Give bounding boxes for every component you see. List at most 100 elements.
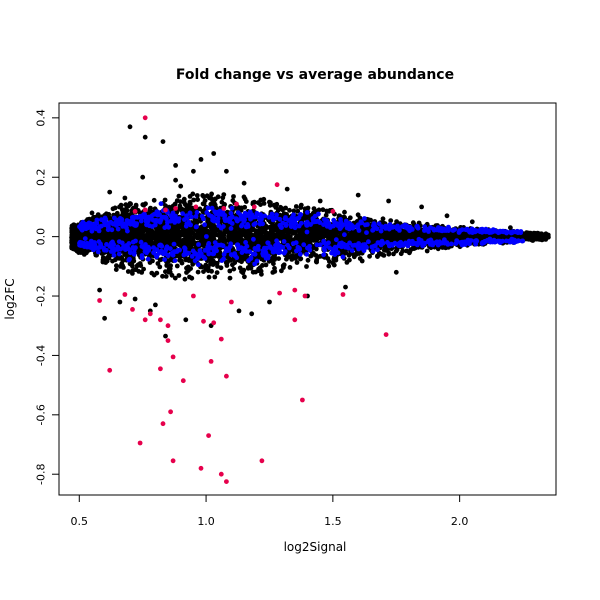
data-point: [253, 269, 258, 275]
data-point: [239, 269, 244, 274]
data-point: [179, 232, 185, 238]
data-point: [407, 250, 412, 256]
data-point: [305, 257, 311, 263]
data-point: [81, 232, 87, 237]
data-point: [347, 215, 353, 221]
data-point: [310, 250, 316, 256]
data-point: [215, 264, 220, 269]
data-point: [320, 226, 326, 232]
data-point: [157, 257, 163, 263]
data-point: [191, 197, 197, 203]
data-point: [177, 203, 183, 209]
data-point: [154, 270, 160, 276]
data-point: [435, 246, 441, 252]
data-point: [327, 259, 332, 264]
data-point: [336, 213, 342, 219]
data-point: [174, 263, 180, 269]
data-point: [243, 199, 249, 204]
data-point: [293, 256, 298, 261]
data-point: [205, 268, 211, 274]
data-point: [82, 249, 87, 255]
data-point: [176, 273, 182, 278]
data-point: [190, 261, 196, 267]
data-point: [130, 263, 135, 269]
data-point: [177, 236, 182, 242]
data-point: [231, 194, 236, 199]
data-point: [258, 202, 263, 208]
data-point: [176, 193, 182, 199]
data-point: [183, 202, 189, 208]
data-point: [242, 274, 247, 280]
data-point: [214, 270, 220, 275]
data-point: [110, 206, 116, 212]
data-point: [341, 214, 347, 220]
data-point: [183, 232, 189, 237]
data-point: [286, 228, 292, 234]
data-point: [185, 238, 191, 244]
data-point: [224, 227, 230, 233]
data-point: [241, 194, 247, 200]
data-point: [245, 265, 251, 270]
data-point: [162, 197, 168, 203]
data-point: [160, 273, 165, 279]
data-point: [163, 274, 169, 279]
data-point: [122, 212, 128, 218]
data-point: [410, 220, 416, 226]
data-point: [298, 256, 303, 262]
data-point: [248, 242, 254, 247]
data-point: [209, 191, 215, 197]
data-point: [209, 224, 215, 230]
data-point: [113, 267, 119, 272]
data-point: [328, 234, 333, 240]
data-point: [294, 260, 300, 265]
data-point: [359, 258, 365, 264]
data-point: [331, 262, 337, 268]
data-point: [258, 268, 264, 274]
data-point: [346, 252, 352, 258]
data-point: [367, 253, 372, 259]
data-point: [194, 218, 200, 224]
data-point: [278, 205, 284, 211]
data-point: [131, 228, 137, 234]
data-point: [219, 199, 225, 205]
data-point: [244, 254, 250, 260]
data-point: [197, 231, 203, 237]
data-point: [333, 257, 339, 263]
data-point: [311, 206, 317, 212]
data-point: [140, 229, 146, 234]
data-point: [299, 236, 305, 242]
data-point: [231, 266, 237, 272]
data-point: [258, 197, 264, 203]
data-point: [263, 262, 269, 268]
data-point: [259, 241, 265, 247]
data-point: [256, 231, 261, 237]
data-point: [141, 266, 147, 272]
data-point: [202, 198, 208, 204]
data-point: [120, 263, 125, 269]
data-point: [283, 205, 288, 211]
data-point: [273, 205, 279, 210]
data-point: [271, 261, 276, 267]
data-point: [194, 193, 200, 198]
data-point: [223, 260, 229, 266]
data-point: [280, 233, 285, 238]
data-point: [123, 202, 129, 208]
data-point: [281, 265, 286, 270]
data-point: [208, 201, 214, 207]
data-point: [298, 205, 304, 210]
data-point: [347, 257, 352, 263]
data-point: [316, 207, 322, 213]
data-point: [295, 208, 301, 214]
data-point: [414, 229, 419, 235]
data-point: [261, 201, 267, 206]
data-point: [172, 201, 178, 207]
data-point: [199, 242, 205, 248]
data-point: [320, 207, 326, 213]
data-point: [223, 238, 229, 244]
data-point: [312, 237, 318, 243]
data-point: [294, 233, 300, 238]
data-point: [177, 254, 183, 260]
data-point: [297, 230, 303, 236]
data-point: [369, 232, 375, 238]
data-point: [145, 233, 151, 239]
